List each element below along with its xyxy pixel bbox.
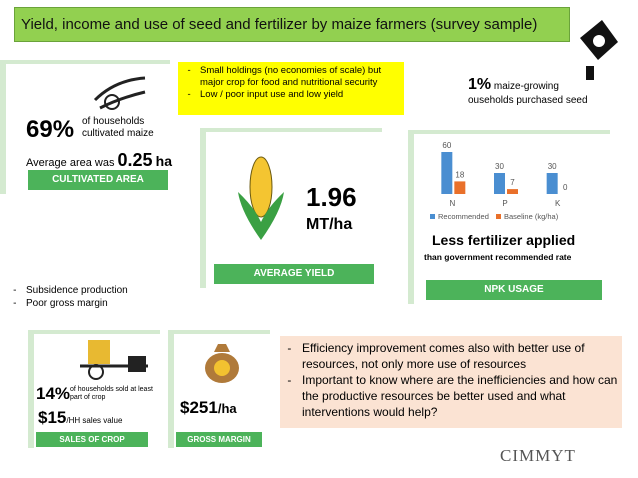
note: Small holdings (no economies of scale) b… (196, 65, 404, 89)
value-label: 18 (455, 170, 464, 179)
bar (546, 173, 558, 194)
panel-label: NPK USAGE (426, 280, 602, 300)
cultivated-area-panel: 69% of households cultivated maize Avera… (0, 60, 172, 194)
orange-notes: Efficiency improvement comes also with b… (280, 336, 622, 428)
logo-icon (580, 20, 618, 80)
hand-icon (93, 76, 146, 110)
sales-percent-text: of households sold at least part of crop (70, 386, 153, 401)
x-tick-label: P (502, 199, 507, 208)
bar (441, 152, 453, 194)
value-label: 0 (563, 183, 568, 192)
value-label: 60 (442, 141, 451, 150)
area-unit: ha (155, 153, 172, 169)
x-tick-label: K (555, 199, 561, 208)
panel-label: GROSS MARGIN (176, 432, 262, 447)
note: Subsidence production (22, 284, 128, 297)
note: Low / poor input use and low yield (196, 89, 404, 101)
area-line: Average area was 0.25 ha (26, 150, 172, 171)
percent: 69% (26, 116, 75, 143)
value-label: 30 (548, 162, 557, 171)
legend-swatch (430, 214, 435, 219)
bar (507, 189, 518, 194)
left-notes: Subsidence production Poor gross margin (4, 284, 128, 310)
note: Important to know where are the ineffici… (298, 372, 622, 420)
yield-panel: 1.96 MT/ha AVERAGE YIELD (200, 128, 382, 288)
bar (454, 181, 466, 194)
yield-value: 1.96 (306, 182, 357, 212)
sales-percent: 14% (36, 384, 71, 403)
npk-headline: Less fertilizer applied (432, 232, 576, 248)
npk-chart: N 60 18 P 30 7 K 30 0 Recommended Baseline (kg/ha) (430, 141, 568, 221)
moneybag-icon (205, 344, 239, 383)
bar (494, 173, 505, 194)
sales-line: $15/HH sales value (38, 408, 122, 428)
panel-label: AVERAGE YIELD (214, 264, 374, 284)
sales-value: $15 (38, 408, 67, 427)
panel-label: SALES OF CROP (36, 432, 148, 447)
note: Efficiency improvement comes also with b… (298, 340, 622, 372)
value-label: 30 (495, 162, 504, 171)
area-prefix: Average area was (26, 157, 115, 169)
sales-panel: 14% of households sold at least part of … (28, 330, 160, 448)
gm-value: $251 (180, 398, 218, 417)
cimmyt-logo: CIMMYT (500, 446, 576, 465)
title: Yield, income and use of seed and fertil… (21, 16, 538, 33)
note-list: Small holdings (no economies of scale) b… (178, 65, 404, 101)
yield-unit: MT/ha (306, 216, 353, 233)
title-box: Yield, income and use of seed and fertil… (14, 7, 570, 42)
note: Poor gross margin (22, 297, 128, 310)
maize-icon (238, 156, 284, 240)
sales-value-text: /HH sales value (66, 416, 123, 425)
x-tick-label: N (449, 199, 455, 208)
legend-label: Recommended (438, 212, 489, 221)
area-value: 0.25 (117, 150, 153, 170)
seed-line: maize-growing (493, 81, 559, 92)
legend-label: Baseline (kg/ha) (504, 212, 559, 221)
percent-text: of households cultivated maize (82, 116, 154, 139)
value-label: 7 (510, 178, 515, 187)
seed-percent: 1% (468, 76, 492, 93)
yellow-notes: Small holdings (no economies of scale) b… (178, 62, 404, 115)
gross-margin-panel: $251/ha GROSS MARGIN (168, 330, 270, 448)
gm-unit: /ha (217, 401, 237, 416)
seed-line: ouseholds purchased seed (468, 95, 588, 106)
legend-swatch (496, 214, 501, 219)
cart-icon (80, 340, 148, 380)
note-list: Subsidence production Poor gross margin (4, 284, 128, 310)
npk-subline: than government recommended rate (424, 252, 572, 262)
seed-text: 1% maize-growing ouseholds purchased see… (468, 76, 588, 108)
gm-line: $251/ha (180, 398, 237, 418)
note-list: Efficiency improvement comes also with b… (280, 340, 622, 420)
npk-panel: N 60 18 P 30 7 K 30 0 Recommended Baseline (kg/ha)… (408, 130, 610, 304)
panel-label: CULTIVATED AREA (28, 170, 168, 190)
